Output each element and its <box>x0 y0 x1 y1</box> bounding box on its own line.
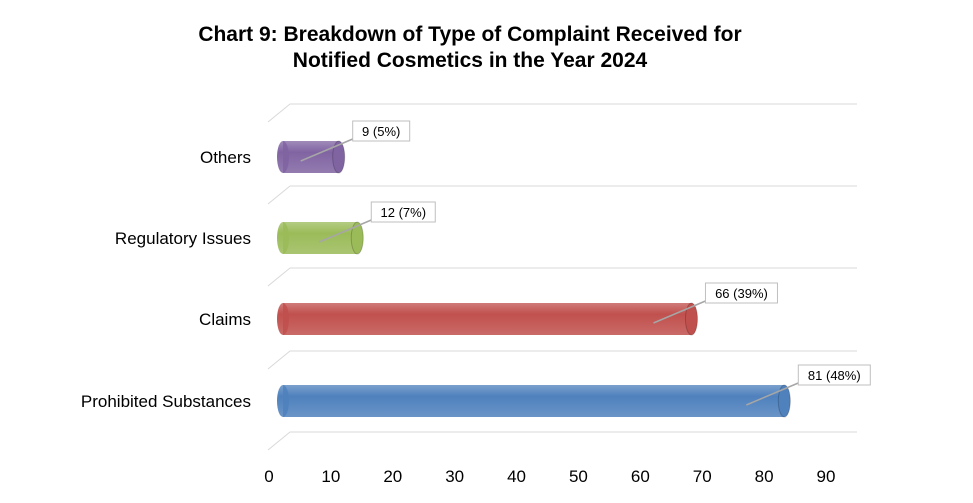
svg-text:66 (39%): 66 (39%) <box>715 286 768 301</box>
chart-title: Chart 9: Breakdown of Type of Complaint … <box>0 22 940 74</box>
gridline <box>267 185 857 205</box>
data-labels: 81 (48%) 66 (39%) 12 (7%) 9 (5%) <box>300 120 871 406</box>
category-labels: Prohibited Substances Claims Regulatory Is… <box>81 148 251 411</box>
x-axis-tick-labels: 0 10 20 30 40 50 60 70 80 90 <box>264 467 835 486</box>
category-label-others: Others <box>200 148 251 167</box>
x-tick-50: 50 <box>569 467 588 486</box>
x-tick-0: 0 <box>264 467 273 486</box>
svg-text:12 (7%): 12 (7%) <box>381 205 427 220</box>
x-tick-40: 40 <box>507 467 526 486</box>
data-label-regulatory-issues: 12 (7%) <box>318 201 436 243</box>
x-tick-90: 90 <box>817 467 836 486</box>
data-label-prohibited-substances: 81 (48%) <box>746 364 871 406</box>
gridline <box>267 431 857 451</box>
gridline <box>267 350 857 370</box>
category-label-regulatory-issues: Regulatory Issues <box>115 229 251 248</box>
x-tick-30: 30 <box>445 467 464 486</box>
data-label-claims: 66 (39%) <box>653 282 778 324</box>
x-tick-20: 20 <box>383 467 402 486</box>
bar-prohibited-substances <box>277 384 791 418</box>
svg-text:9 (5%): 9 (5%) <box>362 124 400 139</box>
chart-title-line1: Chart 9: Breakdown of Type of Complaint … <box>198 23 742 46</box>
svg-text:81 (48%): 81 (48%) <box>808 368 861 383</box>
bars <box>277 140 791 418</box>
gridlines <box>267 103 857 451</box>
gridline <box>267 267 857 287</box>
bar-claims <box>277 302 698 336</box>
gridline <box>267 103 857 123</box>
x-tick-60: 60 <box>631 467 650 486</box>
bar-regulatory-issues <box>277 221 364 255</box>
category-label-claims: Claims <box>199 310 251 329</box>
data-label-others: 9 (5%) <box>300 120 411 162</box>
chart-title-line2: Notified Cosmetics in the Year 2024 <box>292 49 648 72</box>
x-tick-70: 70 <box>693 467 712 486</box>
x-tick-80: 80 <box>755 467 774 486</box>
x-tick-10: 10 <box>321 467 340 486</box>
category-label-prohibited-substances: Prohibited Substances <box>81 392 251 411</box>
